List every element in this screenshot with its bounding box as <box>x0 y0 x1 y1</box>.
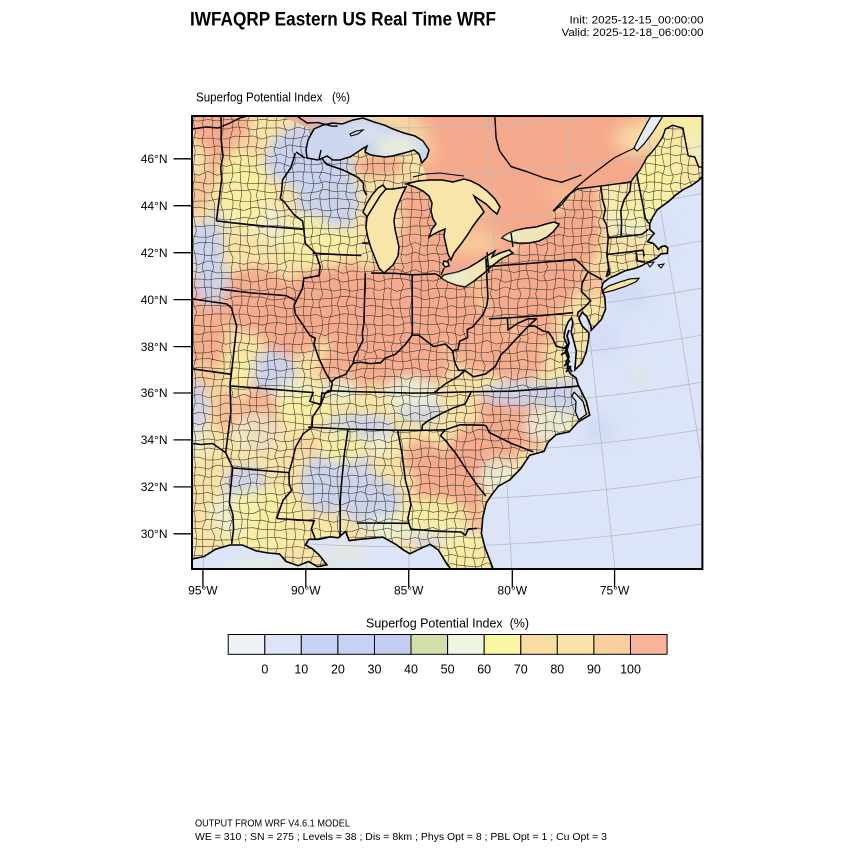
svg-text:40°N: 40°N <box>141 293 168 307</box>
svg-text:Superfog Potential Index (%): Superfog Potential Index (%) <box>196 91 350 105</box>
svg-text:46°N: 46°N <box>141 152 168 166</box>
svg-text:80: 80 <box>550 663 564 677</box>
svg-text:44°N: 44°N <box>141 199 168 213</box>
svg-text:60: 60 <box>477 663 491 677</box>
svg-text:70: 70 <box>514 663 528 677</box>
svg-text:OUTPUT FROM WRF V4.6.1 MODEL: OUTPUT FROM WRF V4.6.1 MODEL <box>195 818 350 830</box>
svg-text:32°N: 32°N <box>141 480 168 494</box>
svg-text:90°W: 90°W <box>291 584 321 598</box>
svg-text:34°N: 34°N <box>141 433 168 447</box>
svg-text:Init: 2025-12-15_00:00:00: Init: 2025-12-15_00:00:00 <box>570 15 704 27</box>
svg-text:IWFAQRP Eastern US Real Time W: IWFAQRP Eastern US Real Time WRF <box>190 10 496 31</box>
svg-text:75°W: 75°W <box>600 584 630 598</box>
svg-text:80°W: 80°W <box>498 584 528 598</box>
svg-text:0: 0 <box>261 663 268 677</box>
svg-text:10: 10 <box>294 663 308 677</box>
svg-text:20: 20 <box>331 663 345 677</box>
svg-text:85°W: 85°W <box>394 584 424 598</box>
svg-text:40: 40 <box>404 663 418 677</box>
svg-text:95°W: 95°W <box>188 584 218 598</box>
svg-text:50: 50 <box>441 663 455 677</box>
svg-text:90: 90 <box>587 663 601 677</box>
svg-text:Superfog Potential Index (%): Superfog Potential Index (%) <box>366 616 529 631</box>
svg-text:42°N: 42°N <box>141 246 168 260</box>
svg-text:Valid: 2025-12-18_06:00:00: Valid: 2025-12-18_06:00:00 <box>562 27 704 39</box>
svg-text:WE = 310 ; SN = 275 ; Levels =: WE = 310 ; SN = 275 ; Levels = 38 ; Dis … <box>195 831 607 843</box>
svg-text:38°N: 38°N <box>141 340 168 354</box>
svg-text:30: 30 <box>368 663 382 677</box>
svg-text:30°N: 30°N <box>141 527 168 541</box>
svg-text:36°N: 36°N <box>141 386 168 400</box>
svg-text:100: 100 <box>620 663 641 677</box>
